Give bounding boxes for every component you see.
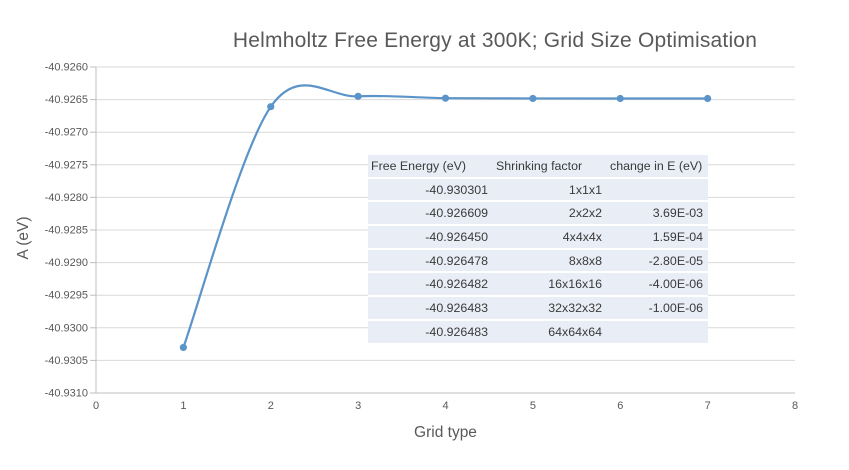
y-tick-label: -40.9275 [45,159,88,171]
x-axis-title: Grid type [414,424,477,441]
x-tick-label: 8 [792,400,798,412]
y-tick-label: -40.9310 [45,388,88,400]
table-cell: -1.00E-06 [607,297,708,321]
table-cell: -40.926450 [368,226,493,250]
x-tick-label: 7 [705,400,711,412]
table-cell: 1x1x1 [493,178,607,203]
table-cell: 16x16x16 [493,273,607,298]
x-tick-label: 2 [268,400,274,412]
table-cell: 3.69E-03 [607,202,708,227]
x-tick-label: 4 [442,400,448,412]
y-tick-label: -40.9260 [45,62,88,74]
table-cell: 32x32x32 [493,297,607,321]
table-cell: -40.926483 [368,297,493,321]
table-cell: -40.926483 [368,320,493,345]
x-tick-label: 6 [617,400,623,412]
y-tick-label: -40.9270 [45,127,88,139]
data-point-marker [616,94,624,103]
x-tick-label: 1 [180,400,186,412]
x-tick-label: 5 [530,400,536,412]
table-cell [607,320,708,345]
y-tick-label: -40.9290 [45,257,88,269]
table-cell: -40.926609 [368,202,493,227]
table-cell: 4x4x4x [493,226,607,250]
data-point-marker [704,94,712,103]
table-cell: 64x64x64 [493,320,607,345]
table-cell: -40.926478 [368,249,493,274]
table-cell: 2x2x2 [493,202,607,227]
y-tick-label: -40.9295 [45,290,88,302]
table-cell [607,178,708,203]
table-cell: -2.80E-05 [607,249,708,274]
table-header-cell: Free Energy (eV) [368,155,493,179]
table-cell: -40.930301 [368,178,493,203]
table-cell: 8x8x8 [493,249,607,274]
table-header-cell: Shrinking factor [493,155,607,179]
y-tick-label: -40.9265 [45,94,88,106]
data-point-marker [529,94,537,103]
x-tick-label: 0 [93,400,99,412]
data-point-marker [441,94,450,102]
data-table: Free Energy (eV) Shrinking factor change i… [368,155,708,345]
data-point-marker [354,92,362,100]
y-tick-label: -40.9280 [45,192,88,204]
x-tick-label: 3 [355,400,361,412]
data-point-marker [267,103,275,111]
chart-title: Helmholtz Free Energy at 300K; Grid Size… [232,29,758,52]
y-tick-label: -40.9305 [45,355,88,367]
table-cell: -40.926482 [368,273,493,298]
y-tick-label: -40.9285 [45,225,88,237]
data-point-marker [179,343,187,352]
series-line [182,84,709,349]
y-tick-label: -40.9300 [45,322,88,334]
table-cell: 1.59E-04 [607,226,708,250]
table-header-cell: change in E (eV) [607,155,708,179]
table-cell: -4.00E-06 [607,273,708,298]
